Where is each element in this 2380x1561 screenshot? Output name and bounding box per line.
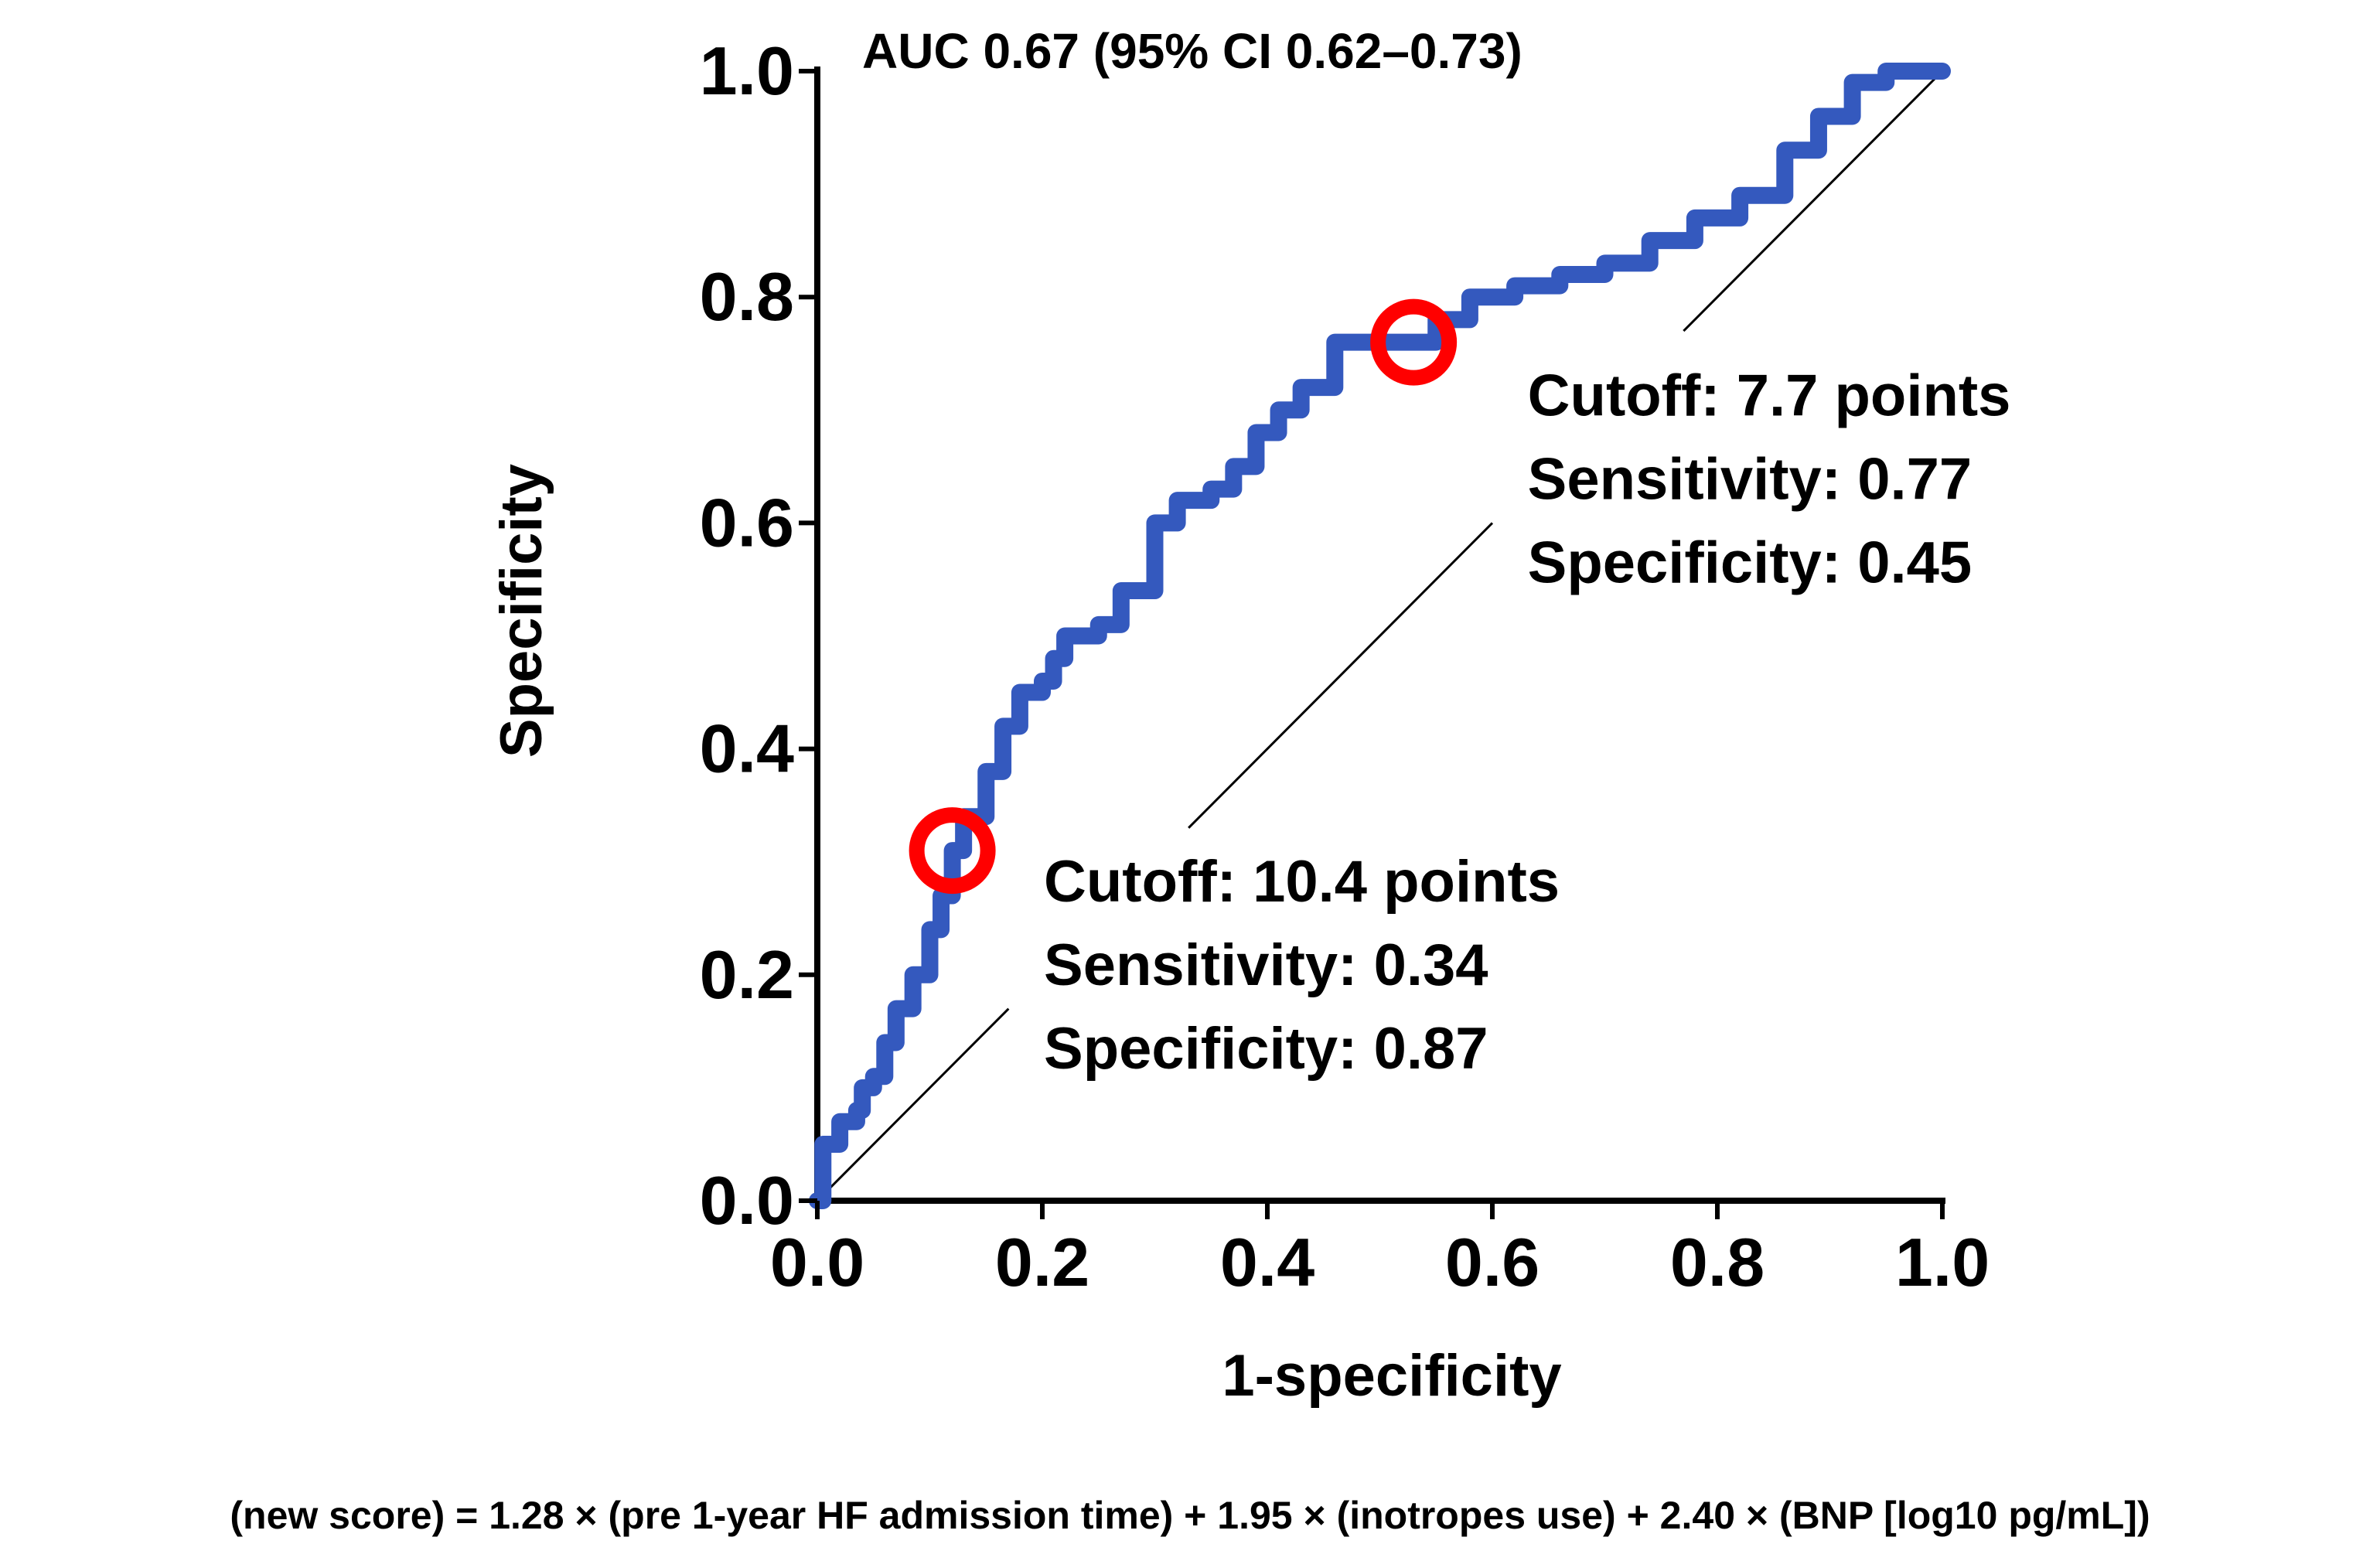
cutoff-annotation-line: Sensitivity: 0.34: [1044, 932, 1488, 998]
cutoff-annotation-line: Cutoff: 10.4 points: [1044, 849, 1560, 915]
x-tick-label: 0.0: [770, 1224, 864, 1300]
x-tick-label: 0.8: [1670, 1224, 1765, 1300]
series-group: [809, 63, 1951, 1209]
cutoff-annotation-line: Specificity: 0.87: [1044, 1016, 1488, 1082]
tick-labels: 0.0 0.2 0.4 0.6 0.8 1.0 0.0 0.2 0.4 0.6 0.8 1.0: [700, 32, 1990, 1300]
roc-curve-line: [809, 63, 1951, 1209]
x-tick-label: 0.4: [1220, 1224, 1314, 1300]
y-tick-label: 1.0: [700, 32, 794, 109]
x-tick-label: 1.0: [1895, 1224, 1990, 1300]
chart-title: AUC 0.67 (95% CI 0.62–0.73): [862, 23, 1522, 79]
cutoff-marker: [1370, 298, 1458, 386]
y-tick-label: 0.2: [700, 936, 794, 1013]
y-tick-label: 0.4: [700, 711, 794, 787]
axes: [814, 66, 1945, 1204]
x-axis-title: 1-specificity: [1222, 1343, 1561, 1409]
annotations: Cutoff: 10.4 points Sensitivity: 0.34 Spec…: [1044, 363, 2010, 1082]
footnote: (new score) = 1.28 × (pre 1-year HF admi…: [230, 1494, 2150, 1537]
highlight-group: [909, 298, 1458, 895]
y-tick-label: 0.6: [700, 484, 794, 561]
cutoff-marker: [909, 807, 996, 895]
cutoff-annotation-line: Sensitivity: 0.77: [1528, 447, 1972, 513]
x-tick-label: 0.2: [995, 1224, 1089, 1300]
cutoff-annotation-line: Specificity: 0.45: [1528, 530, 1972, 596]
reference-line: [1683, 70, 1944, 332]
reference-line-group: [816, 70, 1944, 1202]
reference-line: [1188, 522, 1494, 829]
y-tick-label: 0.8: [700, 258, 794, 335]
x-tick-label: 0.6: [1445, 1224, 1539, 1300]
cutoff-annotation-line: Cutoff: 7.7 points: [1528, 363, 2011, 429]
y-axis-title: Specificity: [489, 464, 554, 758]
y-tick-label: 0.0: [700, 1162, 794, 1239]
reference-line: [816, 1007, 1010, 1202]
